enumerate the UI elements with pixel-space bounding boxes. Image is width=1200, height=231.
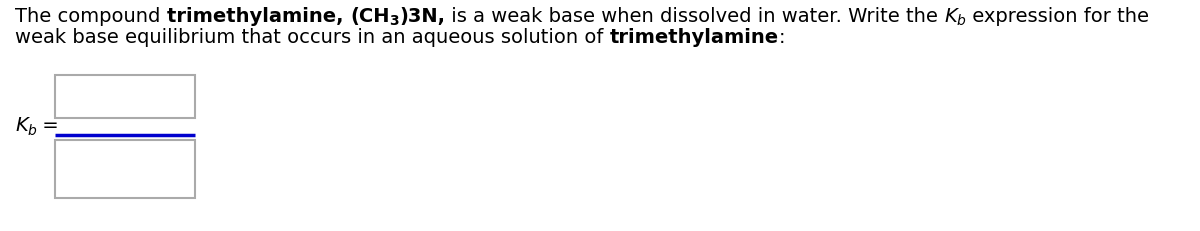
Bar (55, 140, 194, 198)
Text: (CH: (CH (350, 7, 389, 26)
Text: :: : (779, 28, 785, 47)
Text: =: = (36, 116, 59, 135)
Text: b: b (28, 124, 36, 138)
Text: K: K (944, 7, 956, 26)
Text: expression for the: expression for the (966, 7, 1148, 26)
Text: The compound: The compound (14, 7, 167, 26)
Text: )3N,: )3N, (398, 7, 445, 26)
Text: 3: 3 (389, 14, 398, 28)
Text: b: b (956, 14, 966, 28)
Text: K: K (14, 116, 28, 135)
Text: is a weak base when dissolved in water. Write the: is a weak base when dissolved in water. … (445, 7, 944, 26)
Bar (55, 75, 194, 118)
Text: trimethylamine: trimethylamine (610, 28, 779, 47)
Text: trimethylamine,: trimethylamine, (167, 7, 350, 26)
Text: weak base equilibrium that occurs in an aqueous solution of: weak base equilibrium that occurs in an … (14, 28, 610, 47)
